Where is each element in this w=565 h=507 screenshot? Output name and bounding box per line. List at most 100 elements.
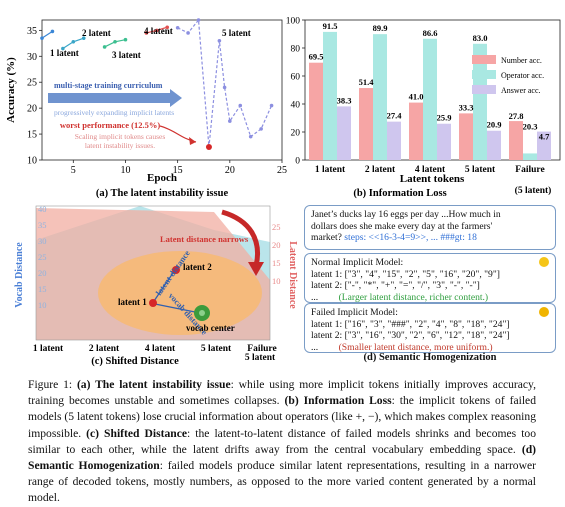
panel-b-caption: (b) Information Loss — [353, 188, 446, 199]
bar-value-label: 27.8 — [509, 111, 524, 121]
series-label-1-latent: 1 latent — [50, 48, 79, 58]
category-label: 2 latent — [365, 165, 396, 175]
bar-value-label: 20.3 — [523, 122, 538, 132]
caption-fig: Figure 1: — [28, 378, 77, 391]
bar — [509, 121, 523, 160]
caption-b-title: (b) Information Loss — [284, 394, 392, 408]
vocab-tick-label: 40 — [38, 204, 47, 214]
panel-c-caption: (c) Shifted Distance — [91, 356, 179, 367]
series-point — [50, 29, 55, 34]
y-tick-label: 20 — [291, 129, 301, 139]
y-tick-label: 35 — [27, 26, 37, 37]
bar — [437, 123, 451, 160]
annot-scaling-2: latent instability issues. — [85, 141, 155, 150]
y-tick-label: 80 — [291, 45, 301, 55]
annot-curriculum: multi-stage training curriculum — [54, 81, 163, 90]
latent-tick-label: 25 — [272, 222, 281, 232]
caption-c-text: : the latent-to-latent distance of faile… — [28, 426, 537, 456]
legend-swatch — [472, 85, 496, 94]
legend-label: Operator acc. — [501, 71, 544, 80]
series-label-3-latent: 3 latent — [112, 50, 141, 60]
bar-value-label: 86.6 — [423, 28, 438, 38]
series-point — [102, 45, 107, 49]
series-point — [269, 103, 274, 108]
series-point — [71, 39, 76, 44]
series-point — [248, 134, 253, 139]
bar — [387, 121, 401, 160]
series-point — [175, 25, 180, 30]
question-line-2: dollars does she make every day at the f… — [311, 220, 493, 232]
category-label: Failure — [515, 165, 544, 175]
bar — [459, 113, 473, 160]
worst-arrow-head — [189, 137, 196, 145]
panel-c-x-tick: 1 latent — [33, 344, 64, 354]
bar — [373, 34, 387, 160]
vocab-distance-axis: Vocab Distance — [14, 242, 25, 308]
bar-value-label: 25.9 — [437, 113, 452, 123]
x-tick-label: 25 — [277, 165, 287, 176]
bar — [423, 38, 437, 161]
category-label: 4 latent — [415, 165, 446, 175]
latent-2-label: latent 2 — [183, 262, 212, 272]
latent-2-point — [172, 266, 180, 274]
panel-c-x-tick: Failure — [247, 344, 276, 354]
bar-value-label: 41.0 — [409, 92, 424, 102]
question-line-1: Janet’s ducks lay 16 eggs per day ...How… — [311, 209, 501, 220]
annot-progress: progressively expanding implicit latents — [54, 108, 174, 117]
panel-b-xlabel: Latent tokens — [400, 173, 465, 185]
panel-c-x-tick: 2 latent — [89, 344, 120, 354]
annot-worst: worst performance (12.5%) — [60, 120, 160, 130]
bar — [523, 153, 537, 160]
y-tick-label: 0 — [295, 157, 300, 167]
panel-a-chart: 10 15 20 25 30 35 5 10 15 20 25 Accuracy (%) Epoc… — [5, 18, 287, 199]
x-tick-label: 20 — [225, 165, 235, 176]
bar-value-label: 89.9 — [373, 23, 388, 33]
y-tick-label: 100 — [286, 17, 301, 27]
normal-latent-2: latent 2: ["-", "*", "+", "=", "/", "3",… — [311, 280, 480, 291]
caption-a-text: : while using more implicit tokens initi… — [28, 378, 536, 408]
legend-label: Number acc. — [501, 56, 542, 65]
series-point — [217, 38, 222, 43]
legend-label: Answer acc. — [501, 86, 541, 95]
panel-a-xlabel: Epoch — [147, 172, 177, 184]
category-label: 5 latent — [465, 165, 496, 175]
panel-a-ylabel: Accuracy (%) — [5, 57, 17, 123]
bar-value-label: 38.3 — [337, 95, 352, 105]
vocab-tick-label: 20 — [38, 268, 47, 278]
latent-distance-axis: Latent Distance — [287, 241, 298, 309]
failed-note: (Smaller latent distance, more uniform.) — [338, 341, 493, 353]
vocab-tick-label: 15 — [38, 284, 47, 294]
panel-c-x-tick: 5 latent — [201, 344, 232, 354]
caption-b-text: : the implicit tokens of failed models (… — [28, 394, 536, 440]
curriculum-arrow — [48, 89, 182, 107]
series-point — [113, 39, 117, 44]
latent-tick-label: 15 — [272, 258, 281, 268]
caption-c-title: (c) Shifted Distance — [86, 426, 188, 440]
x-tick-label: 15 — [173, 165, 183, 176]
series-point — [222, 85, 227, 90]
y-tick-label: 20 — [27, 104, 37, 115]
vocab-tick-label: 35 — [38, 220, 47, 230]
y-tick-label: 10 — [27, 156, 37, 167]
series-point — [154, 28, 159, 33]
happy-face-icon — [539, 257, 549, 267]
series-point — [196, 18, 201, 22]
annot-scaling-1: Scaling implicit tokens causes — [75, 132, 166, 141]
question-steps: steps: <<16-3-4=9>>, ... ###gt: 18 — [344, 232, 477, 243]
series-point — [259, 127, 263, 131]
bar — [409, 102, 423, 160]
series-label-5-latent: 5 latent — [222, 28, 251, 38]
y-tick-label: 40 — [291, 101, 301, 111]
latent-distance-line — [151, 269, 176, 305]
panel-b-chart: 0 20 40 60 80 100 69.5 91.5 38.3 51.4 89.9 27.4 41.… — [286, 17, 561, 199]
caption-d-title: (d) Semantic Homogenization — [28, 442, 536, 473]
panel-a-frame — [41, 19, 283, 161]
category-label: 1 latent — [315, 165, 346, 175]
panel-c-frame — [35, 205, 271, 341]
latent-1-label: latent 1 — [118, 297, 147, 307]
vocab-distance-line — [154, 303, 201, 314]
bar — [359, 88, 373, 160]
narrows-label: Latent distance narrows — [160, 234, 249, 244]
question-line-3: market? — [311, 232, 345, 243]
y-tick-label: 15 — [27, 130, 37, 141]
